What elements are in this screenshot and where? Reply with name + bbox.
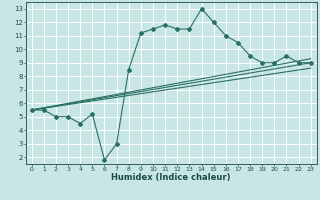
X-axis label: Humidex (Indice chaleur): Humidex (Indice chaleur) [111,173,231,182]
